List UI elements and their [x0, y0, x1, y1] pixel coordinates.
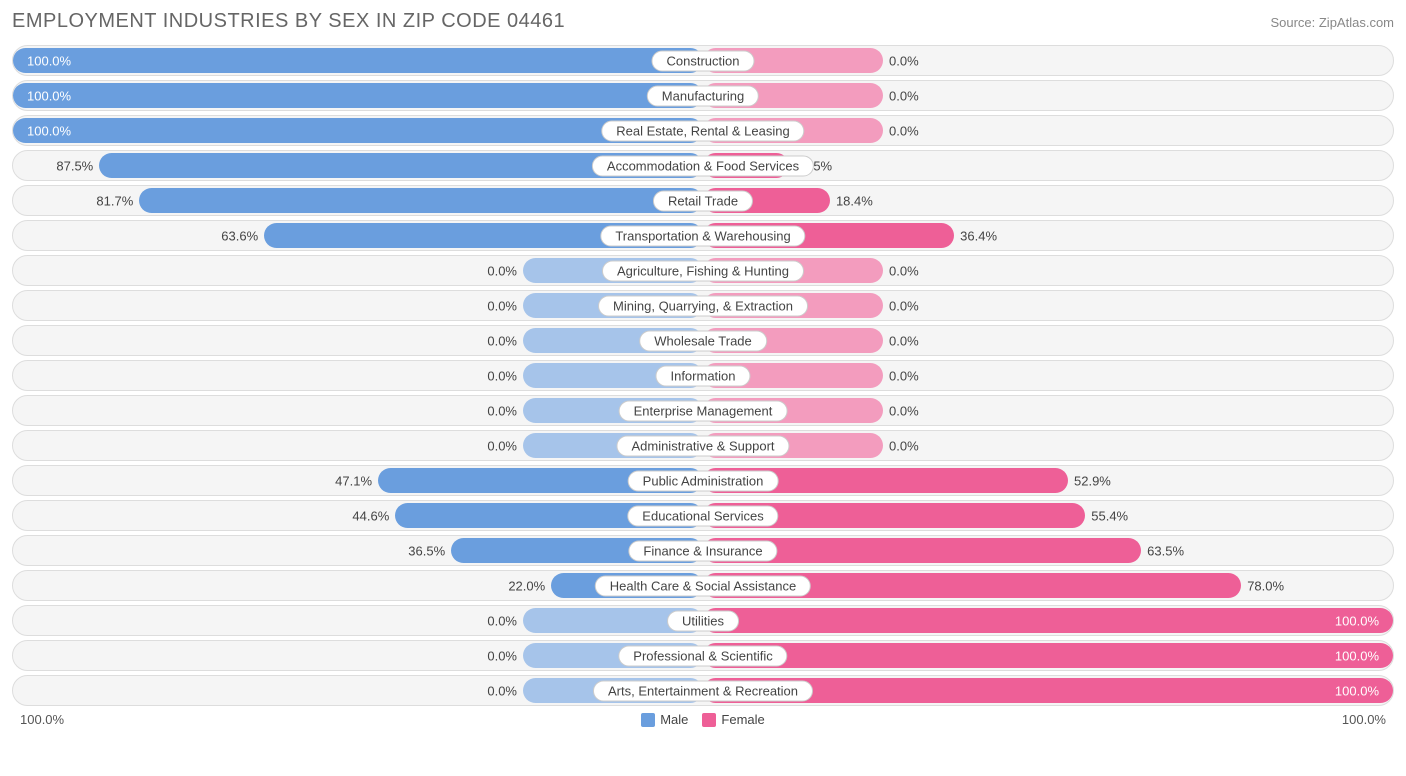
- chart-row: 0.0% 0.0% Information: [12, 360, 1394, 391]
- category-label: Real Estate, Rental & Leasing: [601, 120, 804, 141]
- female-pct-label: 100.0%: [1335, 683, 1379, 698]
- axis-right-label: 100.0%: [1342, 712, 1386, 727]
- chart-row: 0.0% 0.0% Enterprise Management: [12, 395, 1394, 426]
- female-pct-label: 0.0%: [889, 88, 919, 103]
- male-pct-label: 44.6%: [352, 508, 389, 523]
- chart-row: 36.5% 63.5% Finance & Insurance: [12, 535, 1394, 566]
- chart-header: EMPLOYMENT INDUSTRIES BY SEX IN ZIP CODE…: [12, 10, 1394, 33]
- swatch-male: [641, 713, 655, 727]
- male-pct-label: 0.0%: [487, 368, 517, 383]
- chart-title: EMPLOYMENT INDUSTRIES BY SEX IN ZIP CODE…: [12, 10, 565, 33]
- male-pct-label: 0.0%: [487, 613, 517, 628]
- legend-female: Female: [702, 712, 764, 727]
- male-pct-label: 0.0%: [487, 403, 517, 418]
- male-pct-label: 36.5%: [408, 543, 445, 558]
- male-pct-label: 100.0%: [27, 53, 71, 68]
- chart-source: Source: ZipAtlas.com: [1270, 15, 1394, 30]
- chart-row: 100.0% 0.0% Construction: [12, 45, 1394, 76]
- chart-row: 0.0% 100.0% Arts, Entertainment & Recreati…: [12, 675, 1394, 706]
- female-pct-label: 0.0%: [889, 123, 919, 138]
- male-bar: [139, 188, 703, 213]
- category-label: Enterprise Management: [619, 400, 788, 421]
- male-bar: [13, 118, 703, 143]
- category-label: Finance & Insurance: [628, 540, 777, 561]
- female-pct-label: 55.4%: [1091, 508, 1128, 523]
- female-pct-label: 36.4%: [960, 228, 997, 243]
- chart-row: 81.7% 18.4% Retail Trade: [12, 185, 1394, 216]
- category-label: Retail Trade: [653, 190, 753, 211]
- male-pct-label: 0.0%: [487, 683, 517, 698]
- chart-footer: 100.0% Male Female 100.0%: [12, 712, 1394, 727]
- female-pct-label: 100.0%: [1335, 613, 1379, 628]
- category-label: Agriculture, Fishing & Hunting: [602, 260, 804, 281]
- chart-row: 63.6% 36.4% Transportation & Warehousing: [12, 220, 1394, 251]
- chart-row: 0.0% 0.0% Mining, Quarrying, & Extraction: [12, 290, 1394, 321]
- chart-row: 0.0% 0.0% Administrative & Support: [12, 430, 1394, 461]
- male-pct-label: 0.0%: [487, 263, 517, 278]
- category-label: Wholesale Trade: [639, 330, 767, 351]
- male-bar: [13, 48, 703, 73]
- category-label: Information: [655, 365, 750, 386]
- category-label: Public Administration: [628, 470, 779, 491]
- category-label: Manufacturing: [647, 85, 759, 106]
- male-pct-label: 0.0%: [487, 333, 517, 348]
- chart-row: 0.0% 100.0% Professional & Scientific: [12, 640, 1394, 671]
- female-pct-label: 18.4%: [836, 193, 873, 208]
- female-pct-label: 52.9%: [1074, 473, 1111, 488]
- male-pct-label: 22.0%: [508, 578, 545, 593]
- male-pct-label: 100.0%: [27, 88, 71, 103]
- female-pct-label: 0.0%: [889, 263, 919, 278]
- male-pct-label: 0.0%: [487, 298, 517, 313]
- diverging-bar-chart: 100.0% 0.0% Construction 100.0% 0.0% Manufact…: [12, 45, 1394, 706]
- legend: Male Female: [641, 712, 765, 727]
- chart-row: 22.0% 78.0% Health Care & Social Assistanc…: [12, 570, 1394, 601]
- chart-row: 100.0% 0.0% Real Estate, Rental & Leasing: [12, 115, 1394, 146]
- male-pct-label: 81.7%: [96, 193, 133, 208]
- chart-row: 87.5%12.5%Accommodation & Food Services: [12, 150, 1394, 181]
- category-label: Educational Services: [627, 505, 778, 526]
- female-pct-label: 0.0%: [889, 53, 919, 68]
- chart-row: 0.0% 0.0% Agriculture, Fishing & Hunting: [12, 255, 1394, 286]
- category-label: Health Care & Social Assistance: [595, 575, 811, 596]
- female-pct-label: 100.0%: [1335, 648, 1379, 663]
- category-label: Arts, Entertainment & Recreation: [593, 680, 813, 701]
- chart-row: 0.0% 0.0% Wholesale Trade: [12, 325, 1394, 356]
- male-pct-label: 0.0%: [487, 648, 517, 663]
- male-pct-label: 47.1%: [335, 473, 372, 488]
- male-bar: [13, 83, 703, 108]
- category-label: Accommodation & Food Services: [592, 155, 814, 176]
- category-label: Construction: [652, 50, 755, 71]
- swatch-female: [702, 713, 716, 727]
- female-pct-label: 78.0%: [1247, 578, 1284, 593]
- category-label: Transportation & Warehousing: [600, 225, 805, 246]
- chart-row: 100.0% 0.0% Manufacturing: [12, 80, 1394, 111]
- female-pct-label: 0.0%: [889, 298, 919, 313]
- category-label: Mining, Quarrying, & Extraction: [598, 295, 808, 316]
- axis-left-label: 100.0%: [20, 712, 64, 727]
- chart-row: 0.0% 100.0% Utilities: [12, 605, 1394, 636]
- male-pct-label: 100.0%: [27, 123, 71, 138]
- category-label: Administrative & Support: [616, 435, 789, 456]
- female-bar: [703, 608, 1393, 633]
- chart-row: 44.6% 55.4% Educational Services: [12, 500, 1394, 531]
- chart-row: 47.1% 52.9% Public Administration: [12, 465, 1394, 496]
- male-pct-label: 0.0%: [487, 438, 517, 453]
- category-label: Professional & Scientific: [618, 645, 787, 666]
- female-pct-label: 0.0%: [889, 438, 919, 453]
- female-pct-label: 0.0%: [889, 403, 919, 418]
- category-label: Utilities: [667, 610, 739, 631]
- female-pct-label: 63.5%: [1147, 543, 1184, 558]
- female-bar: [703, 643, 1393, 668]
- male-pct-label: 63.6%: [221, 228, 258, 243]
- legend-male: Male: [641, 712, 688, 727]
- legend-male-label: Male: [660, 712, 688, 727]
- legend-female-label: Female: [721, 712, 764, 727]
- female-pct-label: 0.0%: [889, 368, 919, 383]
- female-pct-label: 0.0%: [889, 333, 919, 348]
- male-pct-label: 87.5%: [56, 158, 93, 173]
